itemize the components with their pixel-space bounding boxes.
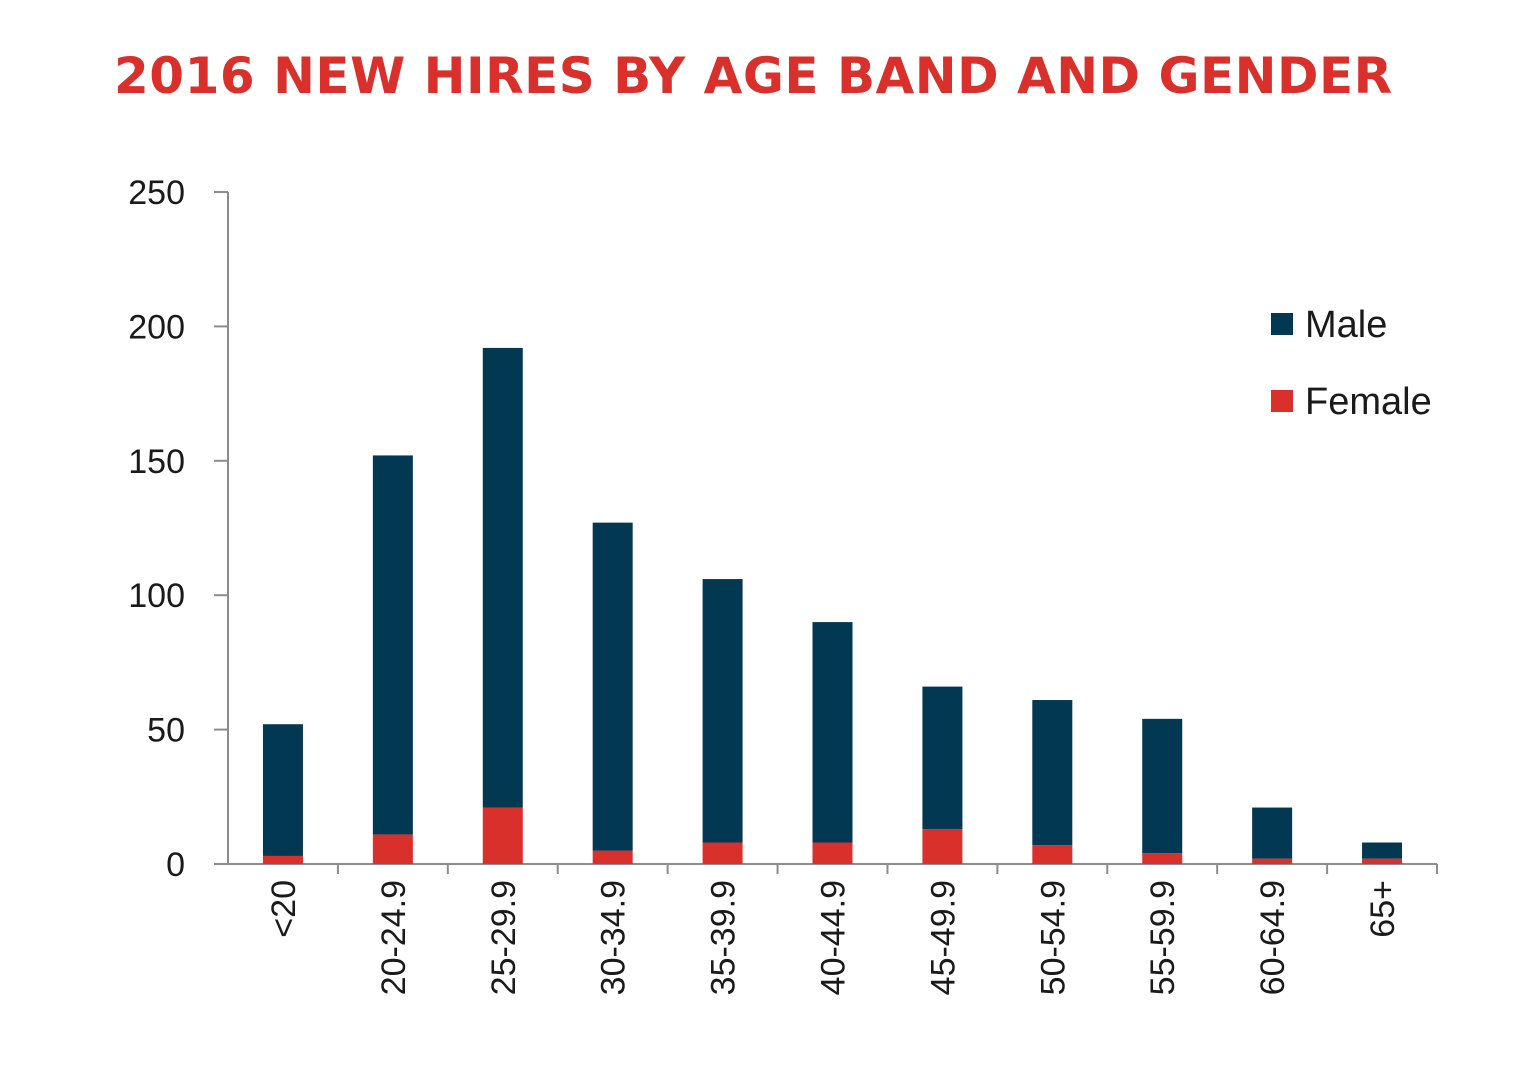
legend-label-female: Female [1305,381,1432,423]
legend-label-male: Male [1305,304,1387,346]
x-tick-label: 55-59.9 [1144,880,1182,995]
bar-female [262,855,303,864]
x-tick-label: 65+ [1364,880,1402,938]
x-tick-label: 45-49.9 [924,880,962,995]
bar-male [1252,807,1293,859]
y-tick-label: 250 [128,174,185,212]
y-tick-label: 0 [166,846,185,884]
x-tick-label: 50-54.9 [1034,880,1072,995]
bar-male [702,579,743,843]
bar-male [922,686,963,830]
bar-male [1142,718,1183,854]
bar-male [482,347,523,808]
bar-male [372,455,413,835]
bar-male [592,522,633,851]
bar-male [1032,700,1073,846]
bar-female [1362,858,1403,864]
bar-female [1142,853,1183,864]
x-tick-label: 30-34.9 [595,880,633,995]
x-tick-label: <20 [265,880,303,938]
legend-swatch-female [1271,390,1293,412]
bar-female [592,850,633,864]
bar-male [1362,842,1403,859]
y-tick-label: 200 [128,308,185,346]
x-tick-label: 35-39.9 [705,880,743,995]
bar-female [372,834,413,864]
x-tick-label: 40-44.9 [815,880,853,995]
bar-female [702,842,743,864]
x-tick-label: 20-24.9 [375,880,413,995]
bar-male [262,724,303,856]
legend-swatch-male [1271,313,1293,335]
chart-title: 2016 NEW HIRES BY AGE BAND AND GENDER [114,47,1393,105]
bar-male [812,622,853,843]
bar-female [1252,858,1293,864]
y-tick-label: 50 [147,712,185,750]
legend: Male Female [1271,304,1432,423]
bar-female [922,829,963,864]
bar-female [1032,845,1073,864]
x-tick-label: 25-29.9 [485,880,523,995]
bars [262,347,1403,864]
bar-female [812,842,853,864]
y-axis: 0 50 100 150 200 250 [128,174,229,884]
y-tick-label: 150 [128,443,185,481]
y-tick-label: 100 [128,577,185,615]
bar-female [482,807,523,864]
x-tick-label: 60-64.9 [1254,880,1292,995]
x-axis: <20 20-24.9 25-29.9 30-34.9 35-39.9 40-44.9 45… [214,863,1438,995]
